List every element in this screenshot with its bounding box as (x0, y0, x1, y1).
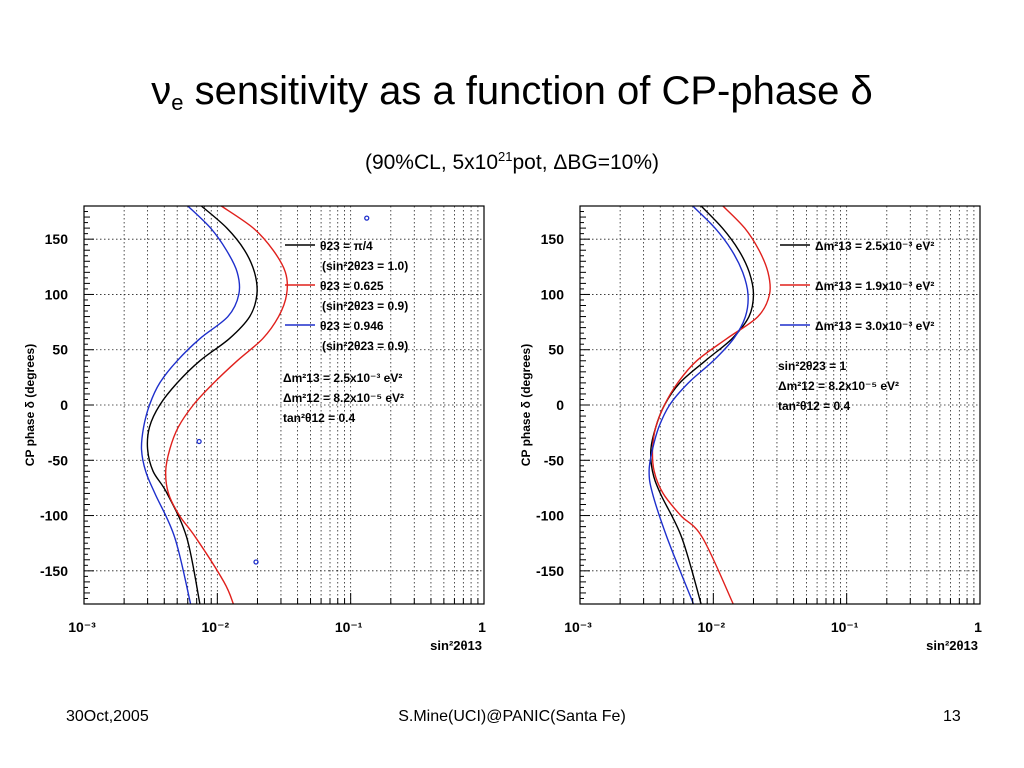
grid (580, 206, 980, 604)
y-tick-label: 150 (541, 231, 565, 247)
parameter-annotation: Δm²12 = 8.2x10⁻⁵ eV² (778, 379, 899, 393)
x-tick-label: 10⁻³ (564, 619, 592, 635)
legend-entry-label: θ23 = 0.946 (320, 319, 384, 333)
legend-entry-label: Δm²13 = 3.0x10⁻³ eV² (815, 319, 934, 333)
subtitle-sup: 21 (498, 149, 513, 164)
series-line-red (164, 205, 289, 605)
series-line-blue (140, 205, 241, 605)
y-tick-label: 50 (548, 342, 564, 358)
legend-entry-sublabel: (sin²2θ23 = 1.0) (322, 259, 408, 273)
x-tick-label: 10⁻¹ (831, 619, 859, 635)
y-axis-label: CP phase δ (degrees) (519, 344, 533, 466)
slide-subtitle: (90%CL, 5x1021pot, ΔBG=10%) (0, 143, 1024, 177)
y-tick-label: 0 (60, 397, 68, 413)
y-tick-label: -150 (40, 563, 68, 579)
series-line-black (146, 205, 258, 605)
footer-date: 30Oct,2005 (66, 708, 149, 725)
footer-page-number: 13 (943, 708, 961, 725)
parameter-annotation: Δm²13 = 2.5x10⁻³ eV² (283, 371, 402, 385)
y-axis-label: CP phase δ (degrees) (23, 344, 37, 466)
legend-entry-label: θ23 = π/4 (320, 239, 373, 253)
x-tick-label: 10⁻² (202, 619, 230, 635)
x-tick-label: 1 (478, 619, 486, 635)
y-tick-label: 150 (45, 231, 69, 247)
subtitle-pre: (90%CL, 5x10 (364, 151, 499, 174)
y-tick-label: 100 (45, 286, 69, 302)
title-subscript: e (171, 90, 184, 115)
parameter-annotation: sin²2θ23 = 1 (778, 359, 847, 373)
grid (84, 206, 484, 604)
y-tick-label: 0 (556, 397, 564, 413)
parameter-annotation: tan²θ12 = 0.4 (778, 399, 851, 413)
parameter-annotation: Δm²12 = 8.2x10⁻⁵ eV² (283, 391, 404, 405)
x-tick-label: 10⁻¹ (335, 619, 363, 635)
series-line-black (649, 205, 755, 605)
y-tick-label: -100 (536, 508, 564, 524)
x-axis-label: sin²2θ13 (926, 638, 978, 653)
data-point-marker (196, 438, 202, 445)
x-axis-label: sin²2θ13 (430, 638, 482, 653)
legend-entry-sublabel: (sin²2θ23 = 0.9) (322, 339, 408, 353)
footer-author: S.Mine(UCI)@PANIC(Santa Fe) (398, 708, 626, 725)
x-tick-label: 10⁻³ (68, 619, 96, 635)
y-tick-label: 100 (541, 286, 565, 302)
y-tick-label: -100 (40, 508, 68, 524)
subtitle-post: pot, ΔBG=10%) (512, 151, 660, 174)
legend-entry-label: θ23 = 0.625 (320, 279, 384, 293)
title-symbol: ν (151, 69, 172, 113)
parameter-annotation: tan²θ12 = 0.4 (283, 411, 356, 425)
slide-title: νe sensitivity as a function of CP-phase… (0, 66, 1024, 128)
series-line-blue (648, 205, 749, 605)
legend-entry-sublabel: (sin²2θ23 = 0.9) (322, 299, 408, 313)
legend-entry-label: Δm²13 = 1.9x10⁻³ eV² (815, 279, 934, 293)
y-tick-label: -50 (544, 452, 564, 468)
x-tick-label: 1 (974, 619, 982, 635)
legend-entry-label: Δm²13 = 2.5x10⁻³ eV² (815, 239, 934, 253)
x-tick-label: 10⁻² (698, 619, 726, 635)
series-line-red (651, 205, 771, 605)
data-point-marker (364, 215, 370, 221)
y-tick-label: -150 (536, 563, 564, 579)
data-point-marker (253, 559, 259, 565)
y-tick-label: 50 (52, 342, 68, 358)
title-text: sensitivity as a function of CP-phase δ (183, 69, 873, 113)
y-tick-label: -50 (48, 452, 68, 468)
